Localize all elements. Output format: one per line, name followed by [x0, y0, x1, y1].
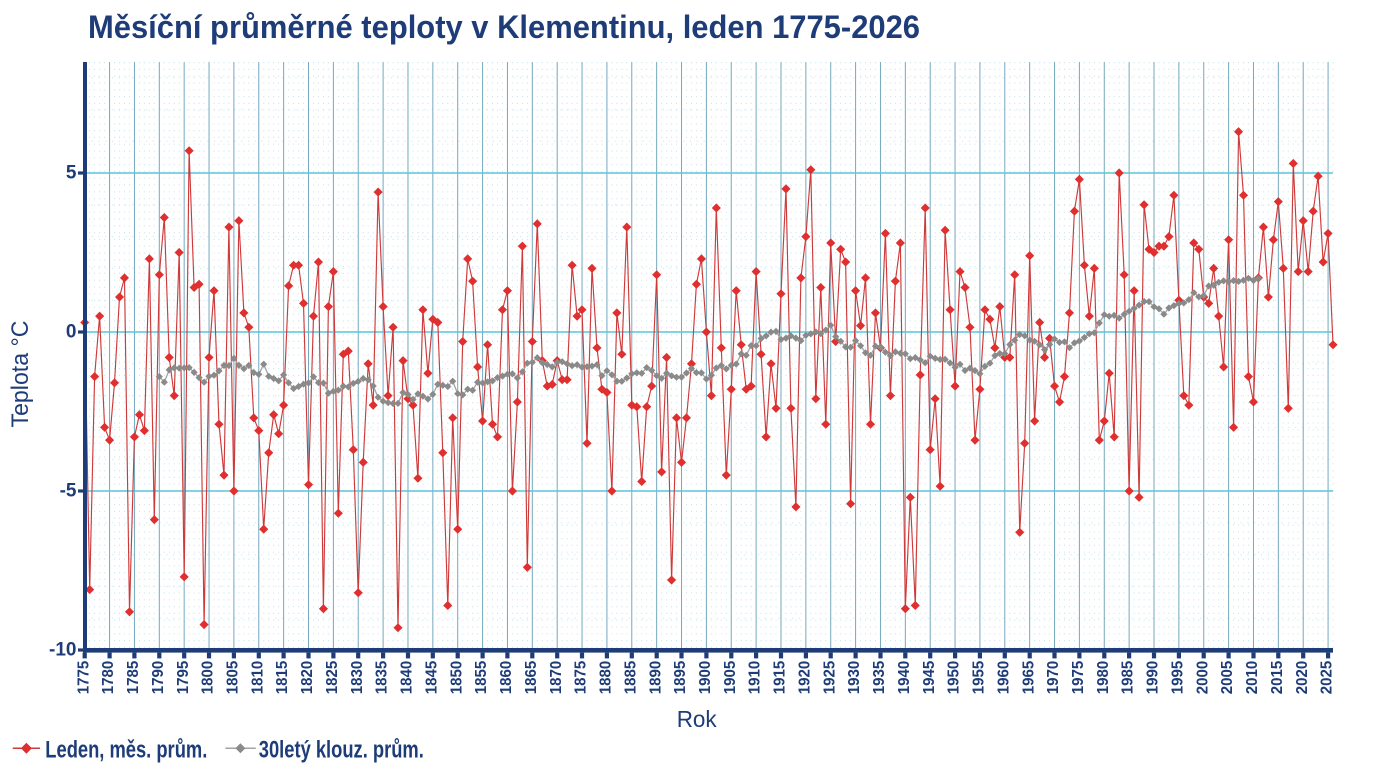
svg-text:1935: 1935	[871, 661, 888, 695]
svg-text:1895: 1895	[672, 661, 689, 695]
svg-text:1775: 1775	[75, 661, 92, 695]
svg-text:1980: 1980	[1095, 661, 1112, 695]
svg-text:1910: 1910	[747, 661, 764, 695]
svg-text:1945: 1945	[921, 661, 938, 695]
svg-text:1970: 1970	[1045, 661, 1062, 695]
svg-text:-10: -10	[49, 640, 76, 661]
svg-text:1940: 1940	[896, 661, 913, 695]
svg-text:1930: 1930	[846, 661, 863, 695]
svg-text:1855: 1855	[473, 661, 490, 695]
svg-text:1955: 1955	[971, 661, 988, 695]
svg-text:2005: 2005	[1219, 661, 1236, 695]
svg-text:1900: 1900	[697, 661, 714, 695]
svg-text:30letý klouz. prům.: 30letý klouz. prům.	[259, 736, 424, 763]
svg-text:Teplota °C: Teplota °C	[8, 321, 34, 428]
svg-text:Měsíční průměrné teploty v Kle: Měsíční průměrné teploty v Klementinu, l…	[88, 9, 920, 45]
svg-text:Rok: Rok	[677, 706, 717, 732]
svg-text:1905: 1905	[722, 661, 739, 695]
svg-text:1875: 1875	[573, 661, 590, 695]
svg-text:1815: 1815	[274, 661, 291, 695]
svg-text:2000: 2000	[1194, 661, 1211, 695]
svg-text:1840: 1840	[399, 661, 416, 695]
svg-text:1985: 1985	[1120, 661, 1137, 695]
svg-text:1795: 1795	[175, 661, 192, 695]
svg-text:2025: 2025	[1319, 661, 1336, 695]
svg-text:1790: 1790	[150, 661, 167, 695]
svg-text:Leden, měs. prům.: Leden, měs. prům.	[45, 736, 207, 763]
svg-text:1830: 1830	[349, 661, 366, 695]
svg-text:2010: 2010	[1244, 661, 1261, 695]
svg-text:0: 0	[66, 322, 77, 343]
svg-text:1990: 1990	[1145, 661, 1162, 695]
svg-text:1915: 1915	[772, 661, 789, 695]
svg-text:1825: 1825	[324, 661, 341, 695]
svg-text:1880: 1880	[598, 661, 615, 695]
svg-text:1820: 1820	[299, 661, 316, 695]
svg-text:1780: 1780	[100, 661, 117, 695]
svg-text:-5: -5	[60, 481, 77, 502]
svg-text:1850: 1850	[448, 661, 465, 695]
svg-text:2020: 2020	[1294, 661, 1311, 695]
svg-text:2015: 2015	[1269, 661, 1286, 695]
svg-text:1995: 1995	[1170, 661, 1187, 695]
svg-text:1785: 1785	[125, 661, 142, 695]
svg-text:1950: 1950	[946, 661, 963, 695]
svg-text:1960: 1960	[995, 661, 1012, 695]
svg-text:1805: 1805	[225, 661, 242, 695]
svg-text:1885: 1885	[622, 661, 639, 695]
svg-text:1890: 1890	[647, 661, 664, 695]
svg-text:1870: 1870	[548, 661, 565, 695]
svg-text:1835: 1835	[374, 661, 391, 695]
svg-text:1845: 1845	[423, 661, 440, 695]
svg-text:5: 5	[66, 163, 77, 184]
svg-text:1920: 1920	[797, 661, 814, 695]
svg-text:1860: 1860	[498, 661, 515, 695]
svg-text:1975: 1975	[1070, 661, 1087, 695]
svg-text:1925: 1925	[821, 661, 838, 695]
svg-text:1965: 1965	[1020, 661, 1037, 695]
svg-text:1865: 1865	[523, 661, 540, 695]
svg-text:1800: 1800	[200, 661, 217, 695]
svg-text:1810: 1810	[249, 661, 266, 695]
